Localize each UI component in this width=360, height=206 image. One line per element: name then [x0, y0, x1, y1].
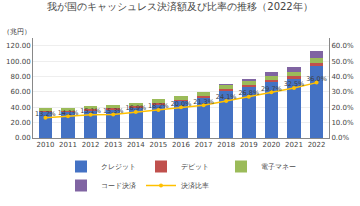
svg-text:80.00: 80.00	[11, 73, 31, 81]
svg-text:コード決済: コード決済	[101, 182, 136, 190]
svg-text:0.0%: 0.0%	[331, 134, 349, 142]
svg-text:26.8%: 26.8%	[238, 89, 259, 97]
svg-text:クレジット: クレジット	[101, 163, 136, 171]
svg-text:100.00: 100.00	[6, 58, 31, 66]
svg-text:120.00: 120.00	[6, 42, 31, 50]
svg-text:13.2%: 13.2%	[35, 110, 56, 118]
svg-text:15.1%: 15.1%	[80, 107, 101, 115]
svg-text:2015: 2015	[149, 141, 167, 149]
svg-text:10.0%: 10.0%	[331, 119, 354, 127]
svg-text:20.0%: 20.0%	[171, 100, 192, 108]
svg-text:2022: 2022	[308, 141, 326, 149]
svg-text:2021: 2021	[285, 141, 303, 149]
svg-text:21.3%: 21.3%	[193, 98, 214, 106]
svg-text:2018: 2018	[217, 141, 235, 149]
svg-text:60.0%: 60.0%	[331, 42, 354, 50]
svg-text:0.00: 0.00	[15, 134, 31, 142]
svg-text:（兆円）: （兆円）	[3, 28, 31, 36]
svg-text:2013: 2013	[104, 141, 122, 149]
svg-text:2019: 2019	[240, 141, 258, 149]
svg-text:18.2%: 18.2%	[148, 102, 169, 110]
svg-text:2020: 2020	[262, 141, 280, 149]
svg-text:決済比率: 決済比率	[181, 182, 209, 190]
svg-text:24.1%: 24.1%	[216, 93, 237, 101]
svg-text:50.0%: 50.0%	[331, 58, 354, 66]
svg-text:デビット: デビット	[181, 163, 209, 171]
svg-text:2011: 2011	[59, 141, 77, 149]
svg-text:36.0%: 36.0%	[306, 75, 327, 83]
svg-text:20.0%: 20.0%	[331, 104, 354, 112]
svg-text:2017: 2017	[195, 141, 213, 149]
svg-text:16.9%: 16.9%	[125, 104, 146, 112]
svg-text:20.00: 20.00	[11, 119, 31, 127]
svg-text:14.1%: 14.1%	[58, 109, 79, 117]
svg-text:2016: 2016	[172, 141, 190, 149]
svg-text:32.5%: 32.5%	[284, 80, 305, 88]
svg-text:2012: 2012	[82, 141, 100, 149]
svg-text:40.00: 40.00	[11, 104, 31, 112]
svg-text:15.3%: 15.3%	[103, 107, 124, 115]
svg-text:我が国のキャッシュレス決済額及び比率の推移（2022年）: 我が国のキャッシュレス決済額及び比率の推移（2022年）	[47, 1, 312, 12]
svg-text:2010: 2010	[37, 141, 55, 149]
svg-text:電子マネー: 電子マネー	[261, 163, 296, 171]
svg-text:30.0%: 30.0%	[331, 88, 354, 96]
svg-text:29.7%: 29.7%	[261, 85, 282, 93]
svg-text:2014: 2014	[127, 141, 145, 149]
svg-text:60.00: 60.00	[11, 88, 31, 96]
svg-text:40.0%: 40.0%	[331, 73, 354, 81]
